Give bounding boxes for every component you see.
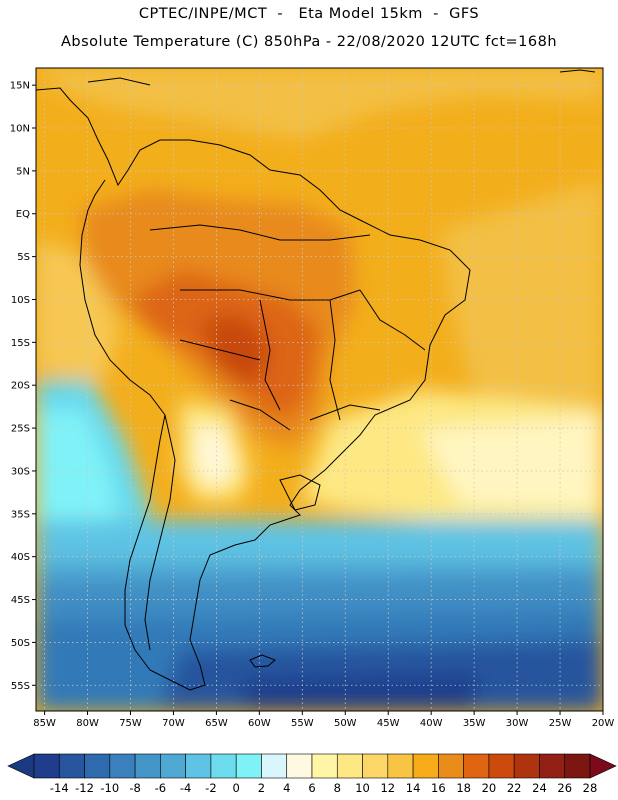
colorbar-tick-label: -14: [50, 781, 69, 795]
colorbar-swatch: [513, 753, 540, 779]
lon-tick-label: 45W: [377, 718, 400, 729]
lat-tick-label: 15S: [11, 338, 30, 349]
colorbar-swatch: [58, 753, 85, 779]
lon-tick-label: 35W: [463, 718, 486, 729]
colorbar-swatch: [210, 753, 237, 779]
colorbar-swatch: [539, 753, 566, 779]
lon-tick-label: 20W: [592, 718, 615, 729]
lat-tick-label: 50S: [11, 638, 30, 649]
colorbar-tick-label: -10: [100, 781, 119, 795]
lat-tick-label: 10N: [10, 124, 30, 135]
colorbar-tick-label: 18: [456, 781, 471, 795]
lon-tick-label: 75W: [119, 718, 142, 729]
lon-tick-label: 30W: [506, 718, 529, 729]
colorbar: -14 -12 -10 -8 -6 -4 -2 0 2 4 6 8 10 12 14 16 18 20 22 24 26…: [7, 753, 617, 795]
lon-tick-label: 50W: [334, 718, 357, 729]
temperature-field: [36, 68, 603, 711]
colorbar-tick-label: -2: [205, 781, 216, 795]
lon-tick-label: 55W: [291, 718, 314, 729]
colorbar-swatch: [336, 753, 363, 779]
colorbar-tick-label: 14: [406, 781, 421, 795]
colorbar-tick-label: 16: [431, 781, 446, 795]
lat-tick-label: 30S: [11, 466, 30, 477]
lat-tick-label: 55S: [11, 681, 30, 692]
colorbar-swatch: [564, 753, 591, 779]
colorbar-swatch: [33, 753, 60, 779]
colorbar-tick-label: 6: [308, 781, 315, 795]
colorbar-tick-label: 0: [233, 781, 240, 795]
colorbar-tick-label: -8: [129, 781, 140, 795]
colorbar-tick-label: -4: [180, 781, 191, 795]
lon-tick-label: 60W: [248, 718, 271, 729]
colorbar-tick-label: 20: [482, 781, 497, 795]
colorbar-swatch: [463, 753, 490, 779]
colorbar-swatch: [160, 753, 186, 779]
lat-tick-label: 5S: [17, 252, 30, 263]
colorbar-swatch: [488, 753, 515, 779]
colorbar-tick-label: 4: [283, 781, 290, 795]
lat-tick-label: EQ: [16, 209, 30, 220]
colorbar-tick-label: 24: [532, 781, 547, 795]
colorbar-swatch: [311, 753, 338, 779]
colorbar-swatch: [235, 753, 262, 779]
colorbar-tick-label: 28: [583, 781, 598, 795]
colorbar-swatch: [438, 753, 464, 779]
lon-tick-label: 25W: [549, 718, 572, 729]
lat-tick-label: 35S: [11, 509, 30, 520]
map-frame: [35, 67, 604, 712]
colorbar-swatch: [261, 753, 288, 779]
lat-tick-label: 5N: [16, 166, 30, 177]
chart-title-line2: Absolute Temperature (C) 850hPa - 22/08/…: [60, 34, 558, 50]
colorbar-tick-label: -12: [75, 781, 94, 795]
colorbar-swatch: [286, 753, 313, 779]
chart-title-line1: CPTEC/INPE/MCT - Eta Model 15km - GFS: [138, 6, 480, 22]
lon-tick-label: 80W: [76, 718, 99, 729]
colorbar-tick-label: 2: [258, 781, 265, 795]
colorbar-tick-label: 8: [334, 781, 341, 795]
latitude-axis: 15N 10N 5N EQ 5S 10S 15S 20S 25S 30S 35S 40S 45S 50S 5…: [10, 81, 36, 692]
colorbar-swatch: [84, 753, 111, 779]
graticule: [36, 68, 603, 711]
colorbar-tick-label: -6: [155, 781, 166, 795]
lat-tick-label: 25S: [11, 424, 30, 435]
longitude-axis: 85W 80W 75W 70W 65W 60W 55W 50W 45W 40W 35W 30W 25W 2…: [33, 711, 614, 729]
lat-tick-label: 10S: [11, 295, 30, 306]
lat-tick-label: 15N: [10, 81, 30, 92]
lon-tick-label: 70W: [162, 718, 185, 729]
colorbar-tick-label: 10: [355, 781, 370, 795]
lon-tick-label: 85W: [33, 718, 56, 729]
lat-tick-label: 20S: [11, 381, 30, 392]
colorbar-swatch: [412, 753, 439, 779]
coastlines: [36, 69, 596, 691]
colorbar-tick-label: 12: [380, 781, 395, 795]
colorbar-low-arrow: [7, 753, 35, 779]
colorbar-swatch: [387, 753, 414, 779]
colorbar-tick-label: 22: [507, 781, 522, 795]
colorbar-swatch: [362, 753, 389, 779]
lon-tick-label: 40W: [420, 718, 443, 729]
colorbar-swatch: [185, 753, 212, 779]
colorbar-swatch: [109, 753, 136, 779]
colorbar-tick-label: 26: [557, 781, 572, 795]
lat-tick-label: 45S: [11, 595, 30, 606]
colorbar-swatch: [134, 753, 161, 779]
colorbar-high-arrow: [589, 753, 617, 779]
lon-tick-label: 65W: [205, 718, 228, 729]
lat-tick-label: 40S: [11, 552, 30, 563]
